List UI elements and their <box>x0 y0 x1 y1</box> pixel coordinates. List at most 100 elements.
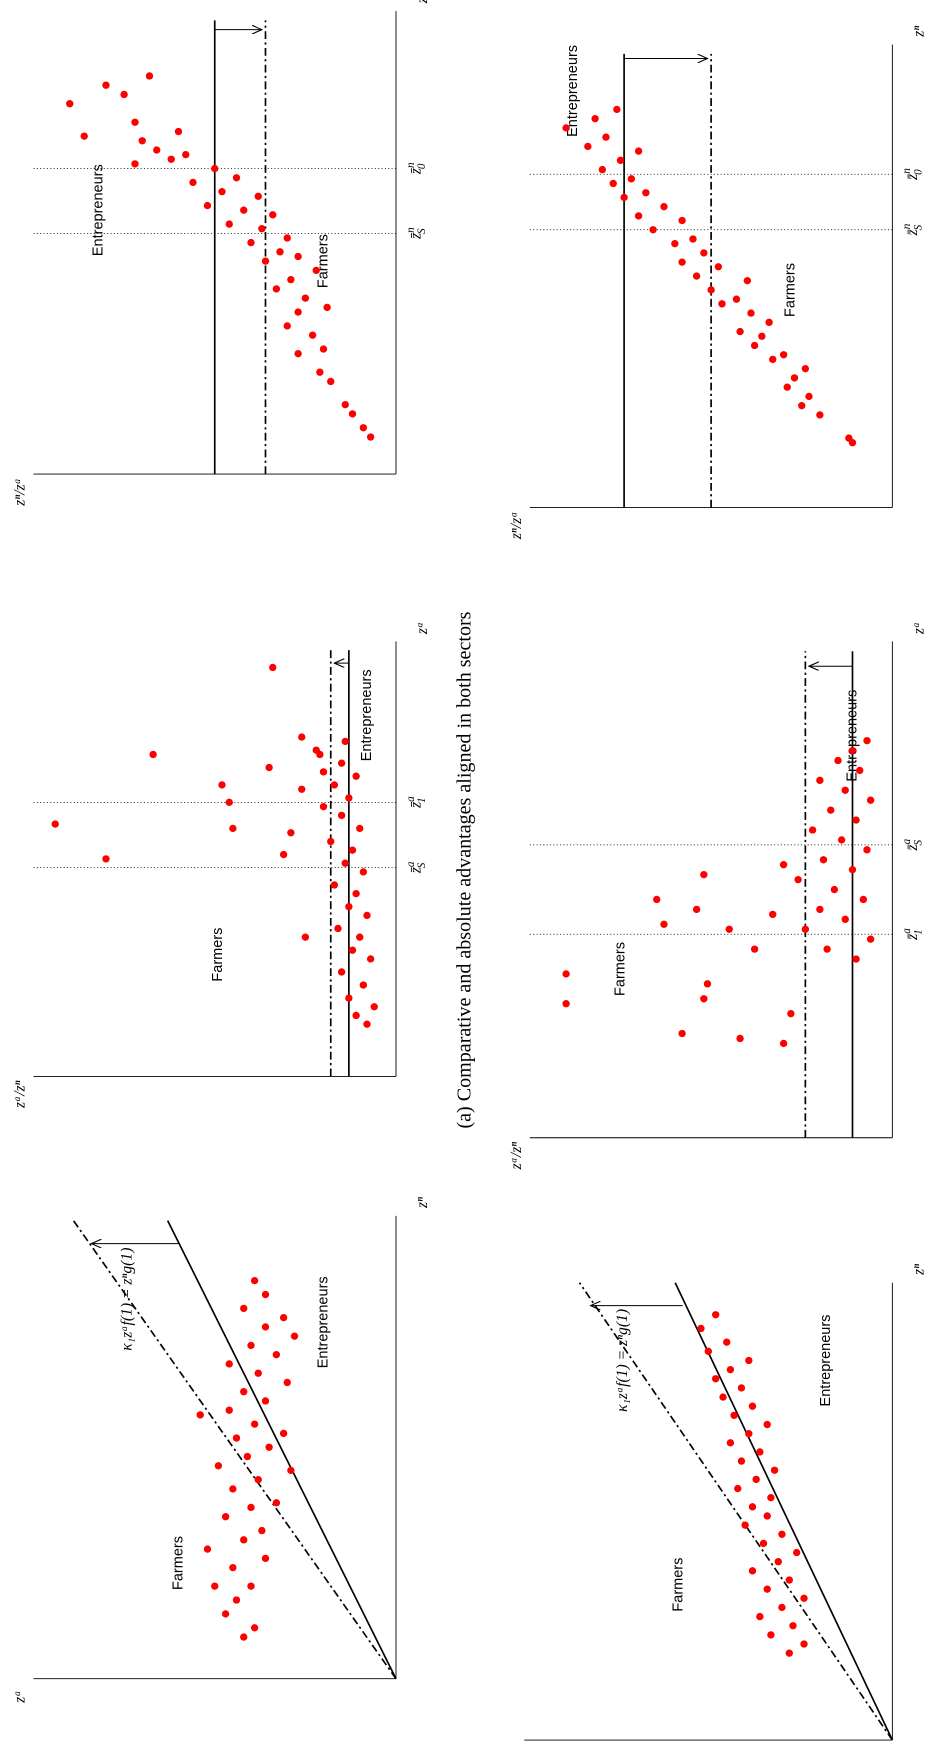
y-axis-label: zᵃ <box>12 1690 29 1703</box>
data-point <box>770 1466 779 1474</box>
data-point <box>620 193 628 202</box>
data-point <box>730 1411 738 1420</box>
data-point <box>330 781 339 789</box>
data-point <box>102 855 110 863</box>
data-point <box>767 1631 775 1639</box>
annotation: Entrepreneurs <box>818 1315 834 1407</box>
threshold-label-sup: n <box>405 227 417 233</box>
data-point <box>272 1499 281 1507</box>
data-point <box>816 905 824 914</box>
data-point <box>221 1610 230 1618</box>
data-point <box>211 164 219 173</box>
data-point <box>816 411 824 419</box>
data-point <box>261 1397 270 1405</box>
data-point <box>800 1640 808 1648</box>
data-point <box>229 1563 237 1572</box>
data-point <box>337 811 346 820</box>
data-point <box>341 400 349 409</box>
data-point <box>845 434 853 442</box>
data-point <box>689 235 697 243</box>
threshold-label-sup: n <box>901 168 913 174</box>
data-point <box>748 1402 757 1410</box>
data-point <box>138 137 146 145</box>
threshold-label-sub: 1 <box>912 929 924 935</box>
data-point <box>703 980 712 988</box>
data-point <box>250 1624 259 1632</box>
data-point <box>734 1484 742 1493</box>
threshold-label: z̄nS <box>405 227 428 240</box>
threshold-label-sub: S <box>416 862 428 868</box>
data-point <box>863 846 871 854</box>
data-point <box>767 1494 775 1502</box>
threshold-label-base: z̄ <box>408 867 425 874</box>
data-point <box>779 1039 788 1048</box>
threshold-label-sup: a <box>901 838 913 844</box>
data-point <box>859 895 868 904</box>
data-point <box>783 383 791 391</box>
data-point <box>250 1276 259 1285</box>
data-point <box>337 759 346 767</box>
data-point <box>816 776 824 785</box>
threshold-label-sup: a <box>405 861 417 867</box>
data-point <box>301 294 310 302</box>
data-point <box>743 277 752 285</box>
data-point <box>671 239 679 248</box>
data-point <box>692 905 701 914</box>
data-point <box>319 345 328 353</box>
data-point <box>240 206 248 214</box>
data-point <box>258 225 266 233</box>
data-point <box>323 303 331 312</box>
data-point <box>785 1576 793 1584</box>
data-point <box>736 1034 744 1043</box>
data-point <box>359 424 368 432</box>
data-point <box>792 1548 801 1557</box>
data-point <box>827 806 835 814</box>
threshold-label-base: z̄ <box>408 802 425 809</box>
data-point <box>240 1388 248 1396</box>
data-point <box>808 826 817 834</box>
data-point <box>276 248 284 256</box>
data-point <box>279 1429 288 1438</box>
threshold-label-sub: 0 <box>912 169 924 175</box>
x-axis-label: zⁿ <box>414 0 431 4</box>
data-point <box>283 322 291 330</box>
data-point <box>240 1304 248 1313</box>
data-point <box>341 859 349 867</box>
data-point <box>247 1503 255 1512</box>
data-point <box>366 433 375 441</box>
data-point <box>584 142 592 151</box>
data-point <box>359 981 368 989</box>
data-point <box>759 1539 768 1548</box>
data-point <box>598 165 607 174</box>
threshold-label-sub: 1 <box>416 797 428 803</box>
threshold-label-base: z̄ <box>904 229 921 236</box>
data-point <box>337 968 346 976</box>
data-point <box>240 1633 248 1641</box>
data-point <box>348 946 357 954</box>
data-point <box>348 846 357 854</box>
y-axis-label: zⁿ/zᵃ <box>12 478 29 507</box>
data-point <box>352 1011 360 1020</box>
data-point <box>866 796 875 804</box>
data-point <box>779 861 788 869</box>
data-point <box>352 772 360 780</box>
data-point <box>174 127 183 136</box>
data-point <box>287 829 295 837</box>
data-point <box>287 1466 295 1475</box>
data-point <box>736 327 744 336</box>
data-point <box>852 816 860 824</box>
data-point <box>609 179 617 188</box>
data-point <box>789 1622 797 1630</box>
data-point <box>692 272 701 280</box>
data-point <box>261 1290 270 1299</box>
data-point <box>704 1347 712 1356</box>
data-point <box>634 147 643 155</box>
data-point <box>247 238 255 247</box>
data-point <box>254 1369 262 1377</box>
data-point <box>769 910 777 919</box>
data-point <box>726 1439 735 1447</box>
data-point <box>229 1485 237 1493</box>
x-axis-label: zⁿ <box>911 1264 928 1276</box>
data-point <box>269 211 277 219</box>
